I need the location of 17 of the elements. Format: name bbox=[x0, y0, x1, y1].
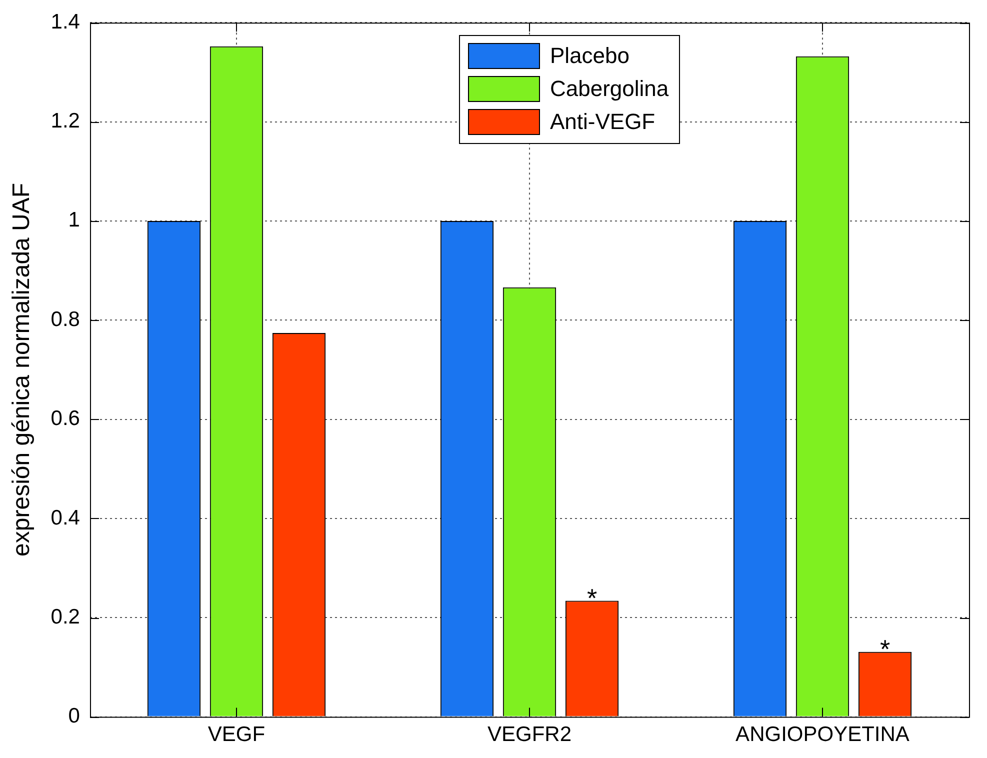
y-tick-label: 1.2 bbox=[50, 110, 80, 133]
y-axis-title: expresión génica normalizada UAF bbox=[8, 182, 36, 556]
y-tick-label: 0.2 bbox=[50, 605, 80, 628]
y-tick-label: 0 bbox=[68, 704, 80, 728]
y-tick-label: 1.4 bbox=[50, 10, 80, 34]
y-tick-label: 0.8 bbox=[50, 308, 80, 331]
y-tick-label: 0.6 bbox=[50, 407, 80, 430]
data-label: * bbox=[586, 582, 598, 613]
legend-label: Cabergolina bbox=[550, 76, 669, 102]
y-tick-label: 1 bbox=[68, 208, 80, 232]
x-tick-label: ANGIOPOYETINA bbox=[736, 723, 910, 746]
legend-label: Anti-VEGF bbox=[550, 109, 656, 136]
data-label: * bbox=[880, 634, 890, 664]
x-tick-label: VEGF bbox=[208, 723, 266, 746]
x-tick-label: VEGFR2 bbox=[487, 723, 572, 746]
legend-label: Placebo bbox=[550, 43, 630, 70]
y-tick-label: 0.4 bbox=[50, 506, 80, 530]
